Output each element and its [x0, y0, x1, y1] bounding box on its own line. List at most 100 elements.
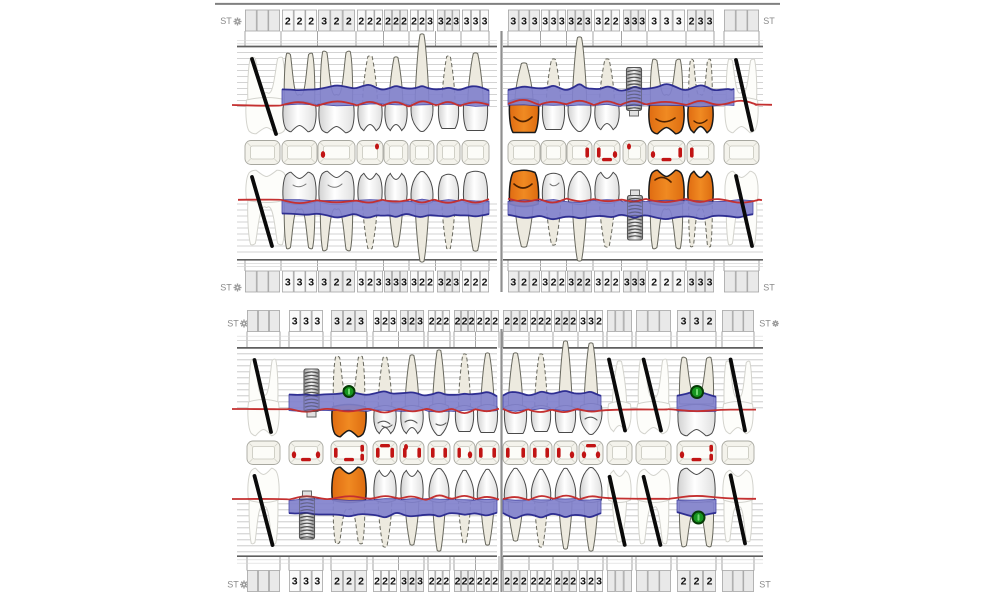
- svg-text:3: 3: [438, 277, 444, 289]
- svg-text:ST: ST: [759, 580, 771, 590]
- svg-text:2: 2: [504, 576, 510, 588]
- svg-text:3: 3: [314, 316, 320, 328]
- svg-text:3: 3: [707, 277, 713, 289]
- svg-text:3: 3: [303, 316, 309, 328]
- svg-text:3: 3: [510, 16, 516, 28]
- svg-text:2: 2: [401, 16, 407, 28]
- svg-text:2: 2: [545, 316, 551, 328]
- svg-text:3: 3: [453, 277, 459, 289]
- svg-text:2: 2: [473, 277, 479, 289]
- svg-text:2: 2: [482, 277, 488, 289]
- svg-text:2: 2: [555, 316, 561, 328]
- svg-text:2: 2: [390, 576, 396, 588]
- svg-text:2: 2: [367, 16, 373, 28]
- svg-text:2: 2: [559, 277, 565, 289]
- svg-text:2: 2: [694, 576, 700, 588]
- svg-text:2: 2: [492, 316, 498, 328]
- svg-text:3: 3: [595, 277, 601, 289]
- svg-text:2: 2: [334, 576, 340, 588]
- svg-text:2: 2: [477, 576, 483, 588]
- svg-text:3: 3: [453, 16, 459, 28]
- svg-text:ST: ST: [763, 16, 775, 26]
- svg-text:3: 3: [334, 316, 340, 328]
- svg-text:2: 2: [707, 576, 713, 588]
- svg-text:3: 3: [532, 16, 538, 28]
- svg-text:2: 2: [613, 277, 619, 289]
- svg-text:3: 3: [651, 16, 657, 28]
- svg-text:2: 2: [393, 16, 399, 28]
- svg-text:3: 3: [542, 277, 548, 289]
- svg-text:2: 2: [545, 576, 551, 588]
- svg-text:2: 2: [532, 277, 538, 289]
- svg-text:3: 3: [588, 316, 594, 328]
- svg-text:3: 3: [580, 576, 586, 588]
- svg-text:3: 3: [595, 16, 601, 28]
- svg-text:3: 3: [568, 277, 574, 289]
- svg-text:3: 3: [632, 277, 638, 289]
- svg-text:2: 2: [676, 277, 682, 289]
- svg-text:2: 2: [427, 277, 433, 289]
- svg-text:3: 3: [285, 277, 291, 289]
- svg-text:2: 2: [577, 277, 583, 289]
- svg-text:3: 3: [358, 316, 364, 328]
- svg-text:3: 3: [321, 277, 327, 289]
- svg-text:3: 3: [303, 576, 309, 588]
- svg-text:2: 2: [563, 576, 569, 588]
- svg-text:3: 3: [482, 16, 488, 28]
- svg-text:2: 2: [585, 277, 591, 289]
- svg-text:2: 2: [555, 576, 561, 588]
- svg-text:3: 3: [664, 16, 670, 28]
- svg-text:3: 3: [401, 316, 407, 328]
- svg-text:2: 2: [504, 316, 510, 328]
- svg-text:2: 2: [596, 316, 602, 328]
- svg-text:3: 3: [385, 277, 391, 289]
- svg-text:2: 2: [521, 576, 527, 588]
- svg-text:2: 2: [429, 576, 435, 588]
- svg-text:2: 2: [382, 576, 388, 588]
- svg-text:2: 2: [443, 316, 449, 328]
- svg-text:2: 2: [367, 277, 373, 289]
- svg-text:2: 2: [538, 576, 544, 588]
- svg-text:ST: ST: [759, 319, 771, 329]
- svg-text:3: 3: [390, 316, 396, 328]
- svg-text:3: 3: [707, 16, 713, 28]
- svg-text:3: 3: [542, 16, 548, 28]
- svg-text:2: 2: [477, 316, 483, 328]
- svg-text:2: 2: [409, 316, 415, 328]
- svg-text:3: 3: [559, 16, 565, 28]
- svg-text:3: 3: [401, 576, 407, 588]
- svg-text:2: 2: [409, 576, 415, 588]
- svg-text:2: 2: [382, 316, 388, 328]
- svg-text:3: 3: [681, 316, 687, 328]
- svg-text:2: 2: [604, 277, 610, 289]
- svg-text:2: 2: [376, 16, 382, 28]
- svg-text:2: 2: [604, 16, 610, 28]
- svg-text:3: 3: [580, 316, 586, 328]
- svg-text:2: 2: [308, 16, 314, 28]
- svg-text:2: 2: [455, 316, 461, 328]
- svg-text:2: 2: [513, 316, 519, 328]
- svg-text:3: 3: [624, 16, 630, 28]
- svg-text:2: 2: [531, 576, 537, 588]
- svg-text:2: 2: [374, 576, 380, 588]
- svg-text:2: 2: [469, 576, 475, 588]
- svg-text:2: 2: [436, 316, 442, 328]
- svg-text:2: 2: [563, 316, 569, 328]
- svg-text:2: 2: [297, 16, 303, 28]
- svg-text:2: 2: [358, 576, 364, 588]
- svg-text:2: 2: [455, 576, 461, 588]
- svg-text:3: 3: [376, 277, 382, 289]
- svg-text:3: 3: [521, 16, 527, 28]
- svg-text:3: 3: [551, 16, 557, 28]
- svg-text:ST: ST: [220, 16, 232, 26]
- svg-text:3: 3: [358, 277, 364, 289]
- svg-text:2: 2: [334, 16, 340, 28]
- svg-text:3: 3: [624, 277, 630, 289]
- svg-text:2: 2: [385, 16, 391, 28]
- svg-text:2: 2: [462, 316, 468, 328]
- svg-text:3: 3: [694, 316, 700, 328]
- svg-text:3: 3: [698, 277, 704, 289]
- svg-text:2: 2: [285, 16, 291, 28]
- svg-text:2: 2: [613, 16, 619, 28]
- svg-text:2: 2: [588, 576, 594, 588]
